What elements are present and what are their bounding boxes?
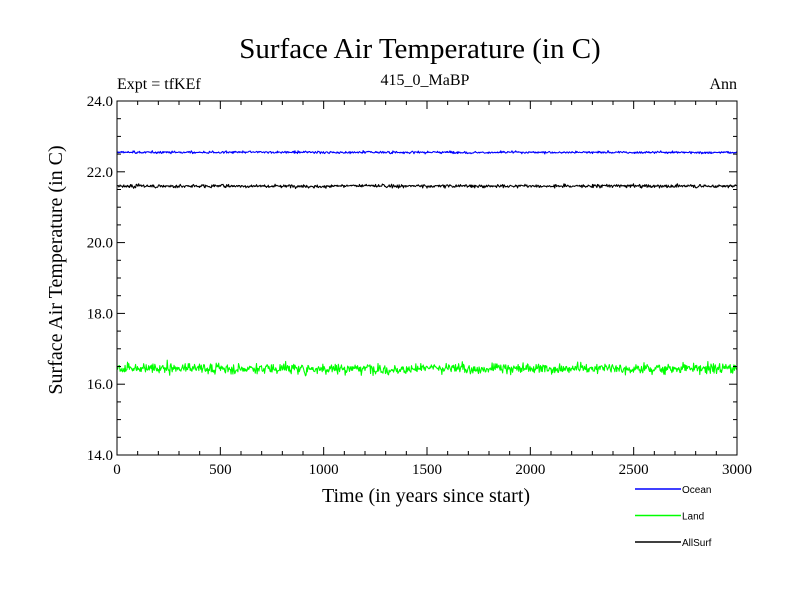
y-tick-label: 14.0 bbox=[87, 448, 113, 464]
x-axis-label: Time (in years since start) bbox=[322, 485, 530, 507]
x-tick-label: 2000 bbox=[515, 462, 545, 478]
series-line-land bbox=[116, 359, 738, 377]
y-tick-label: 16.0 bbox=[87, 377, 113, 393]
legend: Ocean Land AllSurf bbox=[635, 485, 712, 549]
legend-label-ocean: Ocean bbox=[682, 485, 711, 496]
y-tick-label: 20.0 bbox=[87, 236, 113, 252]
x-tick-label: 0 bbox=[113, 462, 121, 478]
x-tick-label: 1000 bbox=[309, 462, 339, 478]
y-tick-label: 24.0 bbox=[87, 94, 113, 110]
chart-title: Surface Air Temperature (in C) bbox=[239, 33, 600, 65]
series-line-allsurf bbox=[116, 183, 738, 190]
plot-frame bbox=[116, 100, 738, 456]
ticks-layer: 0 500 1000 1500 2000 2500 3000 14.0 16.0 18.0 20.0… bbox=[87, 94, 752, 478]
series-line-ocean bbox=[116, 150, 738, 155]
x-tick-label: 2500 bbox=[619, 462, 649, 478]
y-tick-label: 22.0 bbox=[87, 165, 113, 181]
period-label: 415_0_MaBP bbox=[381, 72, 470, 89]
x-tick-label: 3000 bbox=[722, 462, 752, 478]
season-label: Ann bbox=[709, 76, 737, 93]
x-tick-label: 1500 bbox=[412, 462, 442, 478]
legend-label-land: Land bbox=[682, 512, 704, 523]
experiment-label: Expt = tfKEf bbox=[117, 76, 201, 93]
y-axis-label: Surface Air Temperature (in C) bbox=[45, 145, 67, 394]
legend-label-allsurf: AllSurf bbox=[682, 538, 712, 549]
x-tick-label: 500 bbox=[209, 462, 232, 478]
series-layer bbox=[116, 150, 738, 377]
y-tick-label: 18.0 bbox=[87, 306, 113, 322]
